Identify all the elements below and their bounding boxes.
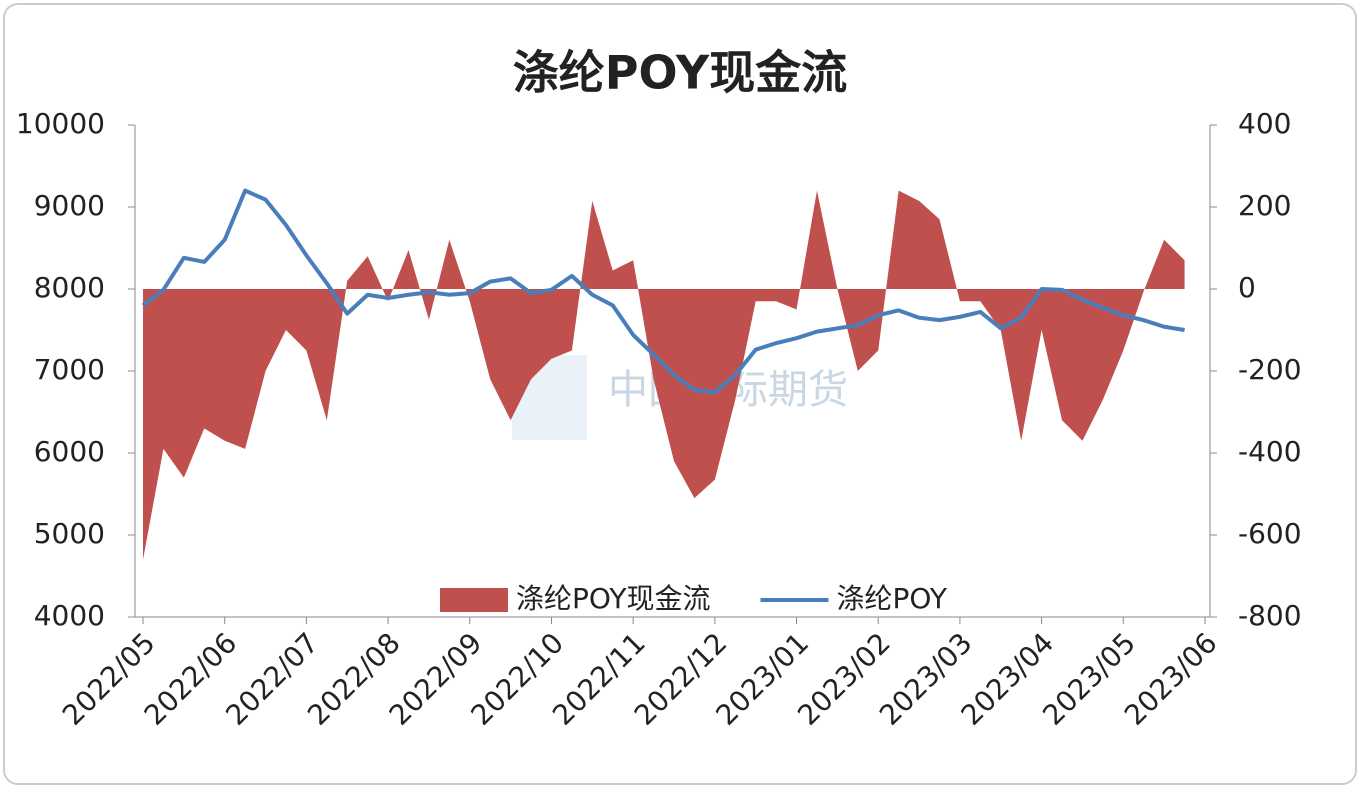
y-tick-label: 4000 [34, 599, 105, 632]
y2-tick-label: 0 [1238, 271, 1256, 304]
y2-tick-label: -800 [1238, 599, 1302, 632]
y2-tick-label: -400 [1238, 435, 1302, 468]
legend-swatch [440, 588, 508, 612]
y-tick-label: 7000 [34, 353, 105, 386]
y-tick-label: 8000 [34, 271, 105, 304]
legend-label: 涤纶POY现金流 [516, 582, 711, 615]
y-tick-label: 9000 [34, 189, 105, 222]
y-tick-label: 6000 [34, 435, 105, 468]
legend-label: 涤纶POY [837, 582, 948, 615]
y2-tick-label: 400 [1238, 107, 1291, 140]
area [143, 190, 1185, 560]
chart-title: 涤纶POY现金流 [513, 46, 848, 100]
y-tick-label: 5000 [34, 517, 105, 550]
line [141, 188, 1185, 395]
y2-tick-label: 200 [1238, 189, 1291, 222]
y2-tick-label: -600 [1238, 517, 1302, 550]
y2-tick-label: -200 [1238, 353, 1302, 386]
y-tick-label: 10000 [16, 107, 105, 140]
